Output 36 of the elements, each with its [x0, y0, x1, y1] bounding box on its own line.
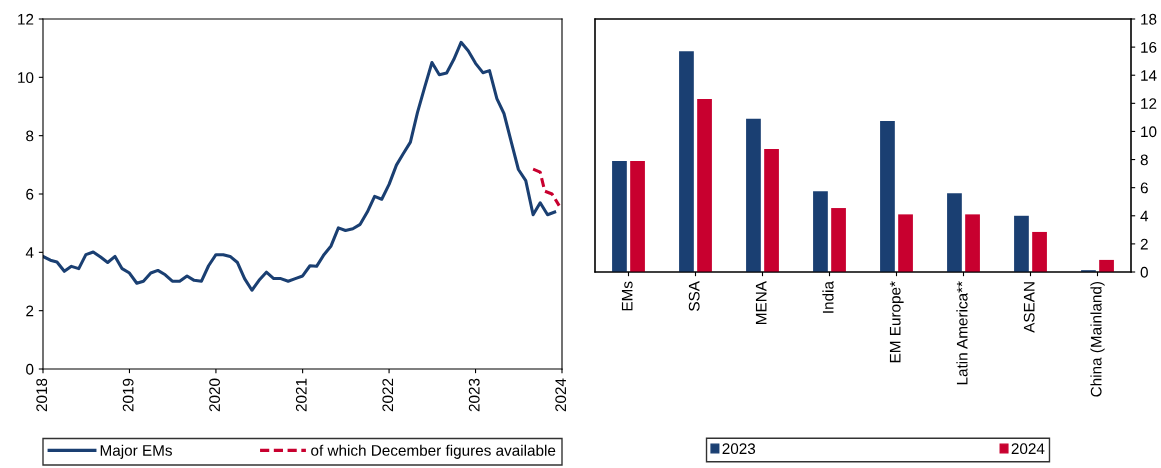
- x-tick-label: MENA: [755, 281, 767, 324]
- legend-label: Major EMs: [100, 444, 172, 459]
- legend-label: 2024: [1011, 443, 1045, 455]
- legend-label: 2023: [722, 443, 756, 455]
- x-tick-label: SSA: [688, 281, 700, 311]
- x-tick-label: 2018: [36, 378, 48, 412]
- x-tick-label: EM Europe*: [889, 281, 904, 363]
- y-tick-label: 6: [26, 188, 34, 200]
- y2-tick-label: 4: [1140, 210, 1149, 222]
- x-tick-label: 2019: [122, 378, 134, 412]
- y-tick-label: 0: [26, 363, 34, 375]
- x-tick-label: 2024: [555, 378, 567, 412]
- y-tick-label: 8: [26, 130, 34, 142]
- x-tick-label: Latin America**: [956, 281, 968, 385]
- y2-tick-label: 2: [1140, 238, 1148, 250]
- x-tick-label: China (Mainland): [1090, 281, 1105, 397]
- x-tick-label: EMs: [621, 281, 633, 311]
- y-tick-label: 4: [25, 247, 34, 258]
- legend-label: of which December figures available: [311, 444, 556, 459]
- y-tick-label: 12: [18, 13, 34, 25]
- y2-tick-label: 6: [1140, 182, 1148, 194]
- x-tick-label: 2021: [295, 378, 307, 412]
- x-tick-label: 2023: [468, 378, 480, 412]
- x-tick-label: ASEAN: [1023, 282, 1035, 333]
- y2-tick-label: 0: [1140, 266, 1148, 278]
- y2-tick-label: 18: [1141, 13, 1157, 25]
- y2-tick-label: 8: [1140, 154, 1148, 166]
- y2-tick-label: 16: [1141, 41, 1157, 53]
- y2-tick-label: 10: [1141, 126, 1157, 138]
- y-tick-label: 10: [18, 72, 34, 84]
- x-tick-label: India: [822, 281, 834, 313]
- y-tick-label: 2: [26, 305, 34, 317]
- y2-tick-label: 12: [1141, 98, 1157, 109]
- x-tick-label: 2022: [382, 378, 394, 412]
- y2-tick-label: 14: [1141, 70, 1157, 81]
- x-tick-label: 2020: [209, 378, 221, 412]
